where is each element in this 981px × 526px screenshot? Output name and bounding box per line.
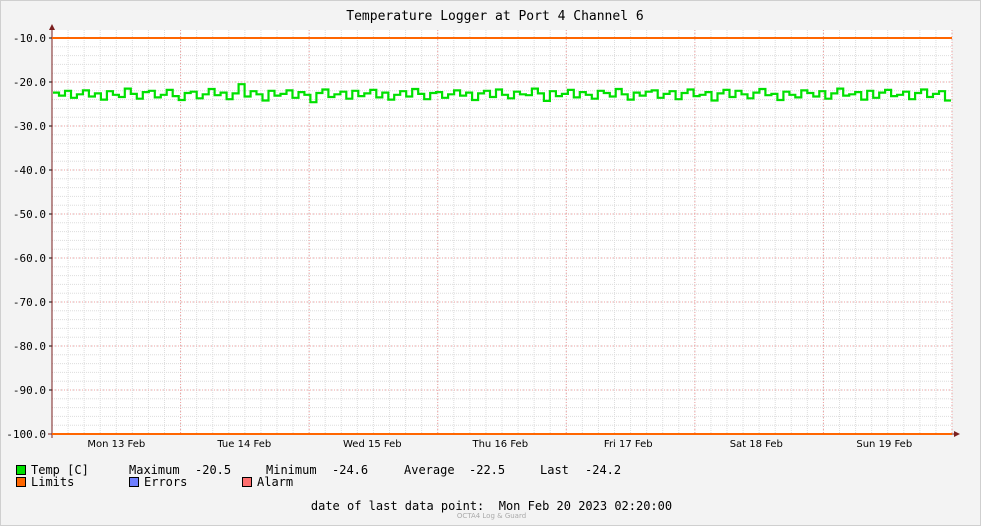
temp-series-line (53, 83, 951, 104)
limits-legend-label: Limits (31, 475, 75, 489)
x-tick-label: Mon 13 Feb (87, 439, 145, 450)
footer-value: Mon Feb 20 2023 02:20:00 (498, 499, 673, 513)
temperature-chart: -10.0 -20.0 -30.0 -40.0 -50.0 -60.0 -70.0 -80.0… (6, 9, 960, 450)
chart-title: Temperature Logger at Port 4 Channel 6 (346, 9, 643, 24)
x-tick-label: Sun 19 Feb (856, 439, 912, 450)
x-tick-label: Thu 16 Feb (471, 439, 528, 450)
y-axis-arrow (49, 24, 55, 30)
avg-value: -22.5 (469, 463, 506, 477)
max-value: -20.5 (195, 463, 232, 477)
y-tick-label: -70.0 (13, 296, 46, 309)
errors-swatch (129, 477, 139, 487)
avg-label: Average (404, 463, 455, 477)
min-label: Minimum (266, 463, 317, 477)
x-tick-label: Wed 15 Feb (343, 439, 402, 450)
y-tick-label: -90.0 (13, 384, 46, 397)
y-tick-label: -30.0 (13, 120, 46, 133)
last-value: -24.2 (585, 463, 622, 477)
footer-label: date of last data point: (310, 499, 485, 513)
legend-row-2: Limits Errors Alarm (16, 475, 293, 489)
alarm-swatch (242, 477, 252, 487)
y-tick-label: -50.0 (13, 208, 46, 221)
legend-row-1: Temp [C] Maximum -20.5 Minimum -24.6 Average -… (16, 463, 621, 477)
x-tick-label: Sat 18 Feb (730, 439, 783, 450)
x-tick-label: Fri 17 Feb (604, 439, 653, 450)
y-tick-label: -40.0 (13, 164, 46, 177)
temp-swatch (16, 465, 26, 475)
x-axis-arrow (954, 431, 960, 437)
y-tick-label: -10.0 (13, 32, 46, 45)
max-label: Maximum (129, 463, 180, 477)
min-value: -24.6 (332, 463, 369, 477)
x-tick-label: Tue 14 Feb (216, 439, 271, 450)
y-tick-label: -20.0 (13, 76, 46, 89)
errors-legend-label: Errors (144, 475, 188, 489)
temp-legend-label: Temp [C] (31, 463, 89, 477)
y-tick-label: -60.0 (13, 252, 46, 265)
last-label: Last (540, 463, 569, 477)
y-tick-label: -100.0 (6, 428, 46, 441)
limits-swatch (16, 477, 26, 487)
alarm-legend-label: Alarm (257, 475, 294, 489)
watermark: OCTA4 Log & Guard (456, 512, 527, 520)
y-tick-label: -80.0 (13, 340, 46, 353)
last-data-point: date of last data point: Mon Feb 20 2023… (1, 499, 981, 513)
